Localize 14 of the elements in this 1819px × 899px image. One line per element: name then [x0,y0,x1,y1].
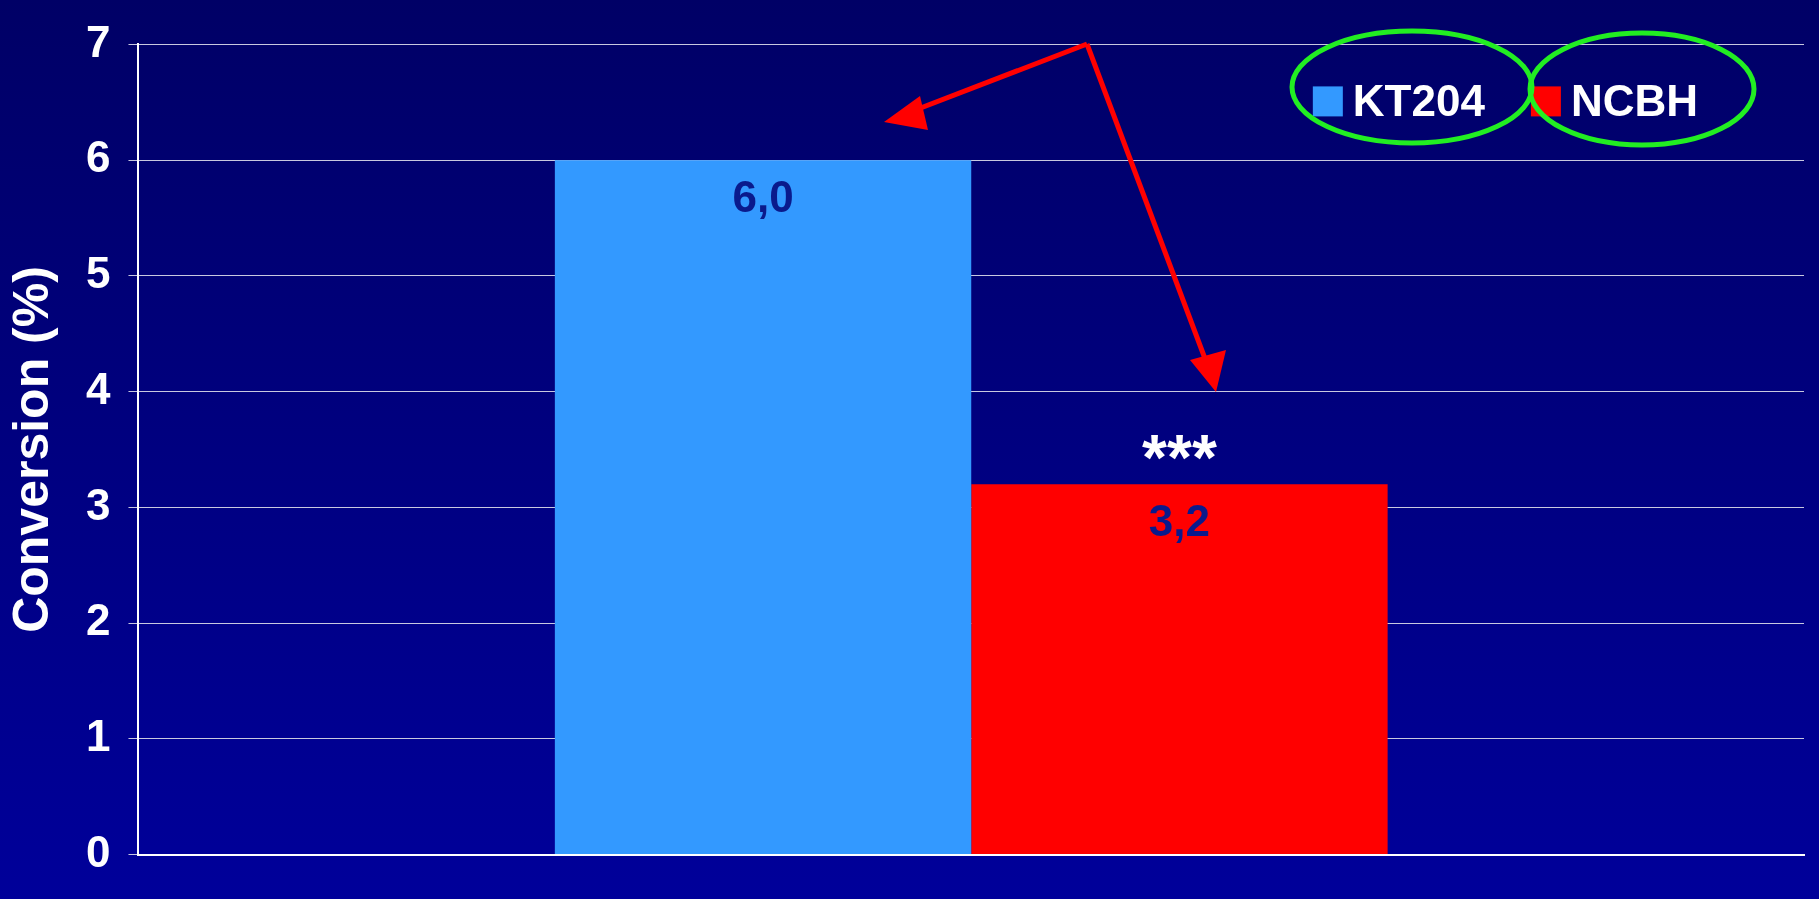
y-tick-label: 5 [85,248,111,298]
data-label: 6,0 [732,172,794,222]
y-tick-label: 6 [85,132,111,182]
legend-label: NCBH [1570,75,1699,125]
y-axis-title: Conversion (%) [2,266,59,633]
annotation: *** [1142,421,1217,494]
data-label: 3,2 [1148,496,1211,546]
legend-label: KT204 [1352,75,1486,125]
y-tick-label: 3 [85,479,111,529]
y-tick-label: 7 [85,16,111,66]
y-tick-label: 2 [85,595,111,645]
y-tick-label: 1 [85,711,111,760]
y-tick-label: 0 [85,826,111,876]
y-tick-label: 4 [85,363,111,413]
